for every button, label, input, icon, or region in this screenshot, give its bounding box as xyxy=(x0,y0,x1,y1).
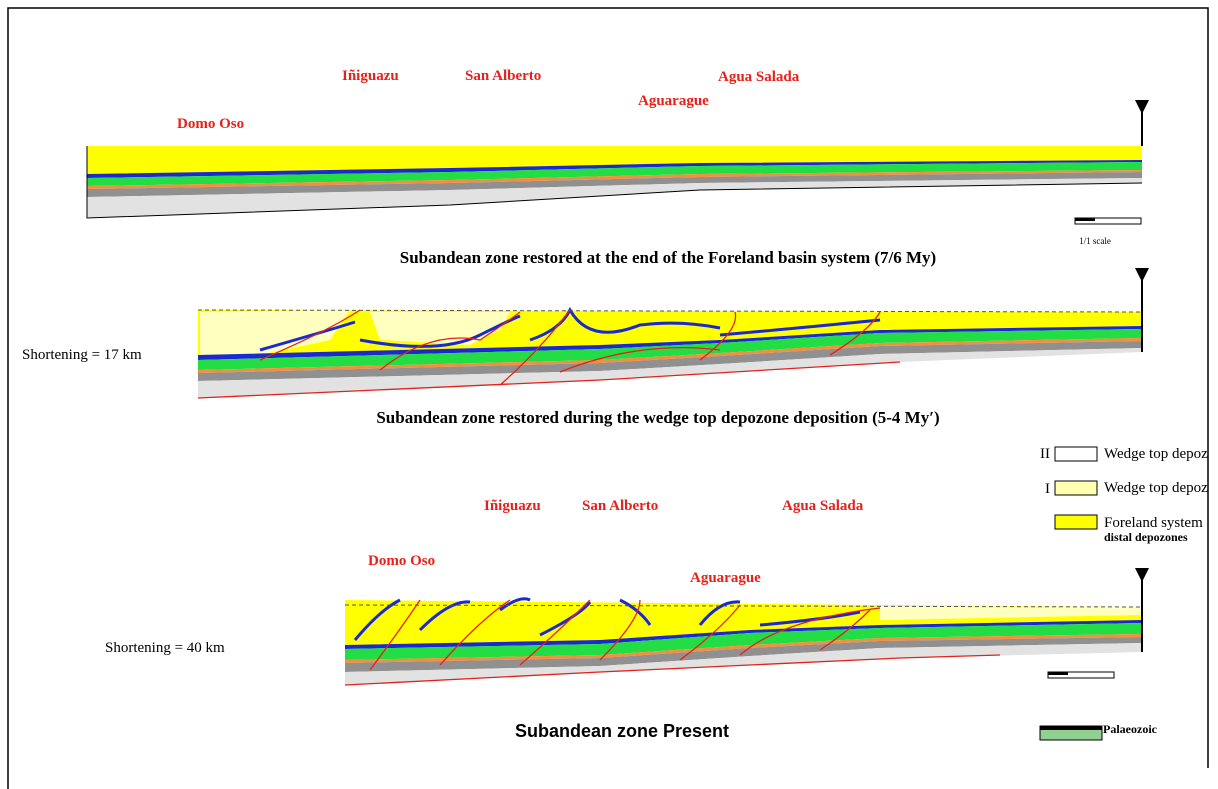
caption: Subandean zone Present xyxy=(515,721,729,741)
shortening-label: Shortening = 40 km xyxy=(105,640,225,656)
place-label: San Alberto xyxy=(582,498,658,514)
place-label: Iñiguazu xyxy=(342,68,399,84)
shortening-label: Shortening = 17 km xyxy=(22,347,142,363)
caption: Subandean zone restored during the wedge… xyxy=(376,408,939,427)
place-label: Iñiguazu xyxy=(484,498,541,514)
place-label: Agua Salada xyxy=(718,69,800,85)
place-label: Domo Oso xyxy=(177,116,244,132)
section-3: Domo Oso Iñiguazu San Alberto Aguarague … xyxy=(105,498,1149,741)
place-label: Agua Salada xyxy=(782,498,864,514)
place-label: Aguarague xyxy=(690,570,761,586)
place-label: Domo Oso xyxy=(368,553,435,569)
place-label: Aguarague xyxy=(638,93,709,109)
legend-mark: II xyxy=(1040,446,1050,462)
caption: Subandean zone restored at the end of th… xyxy=(400,248,936,267)
legend: II Wedge top depoz I Wedge top depoz For… xyxy=(1039,446,1208,741)
legend-mark: I xyxy=(1045,481,1050,497)
place-label: San Alberto xyxy=(465,68,541,84)
legend-sublabel: distal depozones xyxy=(1104,530,1188,544)
legend-label: Foreland system xyxy=(1104,515,1203,531)
legend-label: Wedge top depoz xyxy=(1104,446,1208,462)
scale-label: 1/1 scale xyxy=(1079,236,1111,246)
frame xyxy=(7,7,1209,789)
legend-label: Palaeozoic xyxy=(1103,722,1158,736)
section-2: Shortening = 17 km Subandean zone restor… xyxy=(22,268,1149,427)
legend-label: Wedge top depoz xyxy=(1104,480,1208,496)
section-1: 1/1 scale Domo Oso Iñiguazu San Alberto … xyxy=(86,68,1149,267)
